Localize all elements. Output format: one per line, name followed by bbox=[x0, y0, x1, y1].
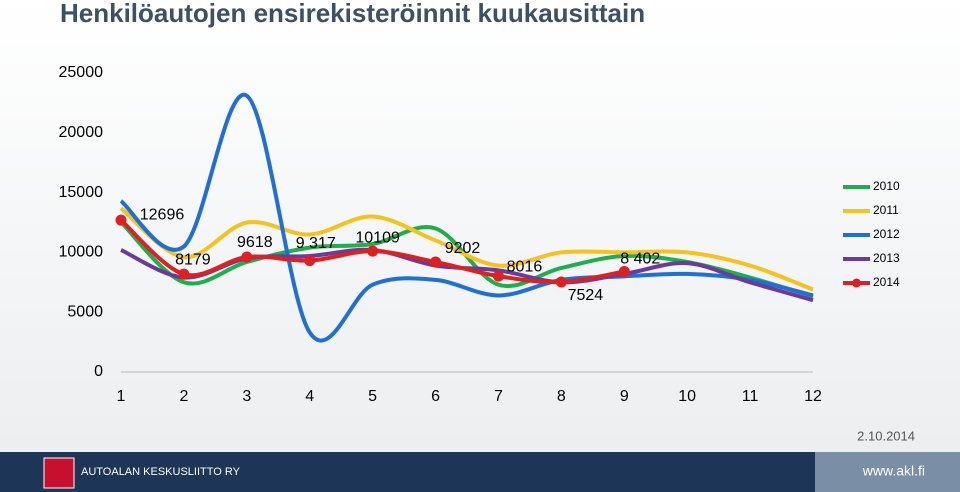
y-tick-label: 15000 bbox=[59, 184, 104, 201]
legend-label: 2012 bbox=[873, 227, 900, 241]
x-tick-label: 3 bbox=[242, 388, 251, 405]
x-tick-label: 6 bbox=[431, 388, 440, 405]
legend-label: 2014 bbox=[873, 275, 900, 289]
footer-band bbox=[0, 452, 960, 492]
series-line bbox=[119, 206, 814, 292]
y-tick-label: 0 bbox=[94, 363, 103, 380]
data-label: 8 402 bbox=[620, 251, 660, 268]
x-tick-label: 2 bbox=[179, 388, 188, 405]
data-label: 9 317 bbox=[296, 235, 336, 252]
legend-marker bbox=[852, 278, 861, 288]
data-label: 8179 bbox=[175, 251, 211, 268]
legend-label: 2010 bbox=[873, 179, 900, 193]
x-tick-label: 11 bbox=[742, 388, 759, 405]
x-tick-label: 7 bbox=[494, 388, 503, 405]
x-tick-label: 12 bbox=[804, 388, 822, 405]
x-tick-label: 8 bbox=[557, 388, 566, 405]
logo bbox=[43, 457, 75, 489]
y-tick-label: 5000 bbox=[67, 303, 103, 320]
footer-accent bbox=[815, 452, 960, 492]
marker bbox=[241, 251, 253, 263]
marker bbox=[178, 268, 190, 280]
x-tick-label: 10 bbox=[678, 388, 696, 405]
marker bbox=[492, 270, 504, 282]
x-tick-label: 4 bbox=[305, 388, 314, 405]
data-label: 12696 bbox=[140, 206, 185, 223]
data-label: 10109 bbox=[355, 229, 400, 246]
series-line bbox=[119, 92, 814, 343]
x-tick-label: 1 bbox=[117, 388, 126, 405]
chart-title: Henkilöautojen ensirekisteröinnit kuukau… bbox=[60, 0, 645, 28]
marker bbox=[555, 276, 567, 288]
organization: AUTOALAN KESKUSLIITTO RY bbox=[81, 466, 241, 478]
data-label: 8016 bbox=[507, 258, 543, 275]
marker bbox=[115, 214, 127, 226]
data-label: 7524 bbox=[568, 287, 604, 304]
x-tick-label: 9 bbox=[620, 388, 629, 405]
y-tick-label: 10000 bbox=[59, 244, 104, 261]
marker bbox=[304, 255, 316, 267]
website: www.akl.fi bbox=[862, 463, 925, 479]
legend-label: 2013 bbox=[873, 251, 900, 265]
legend-label: 2011 bbox=[873, 203, 899, 217]
date: 2.10.2014 bbox=[857, 428, 915, 443]
x-tick-label: 5 bbox=[368, 388, 377, 405]
y-tick-label: 25000 bbox=[59, 64, 104, 81]
marker bbox=[430, 256, 442, 268]
y-tick-label: 20000 bbox=[59, 124, 104, 141]
background bbox=[0, 0, 960, 452]
marker bbox=[618, 266, 630, 278]
data-label: 9618 bbox=[237, 234, 273, 251]
data-label: 9202 bbox=[445, 240, 481, 257]
marker bbox=[367, 245, 379, 257]
